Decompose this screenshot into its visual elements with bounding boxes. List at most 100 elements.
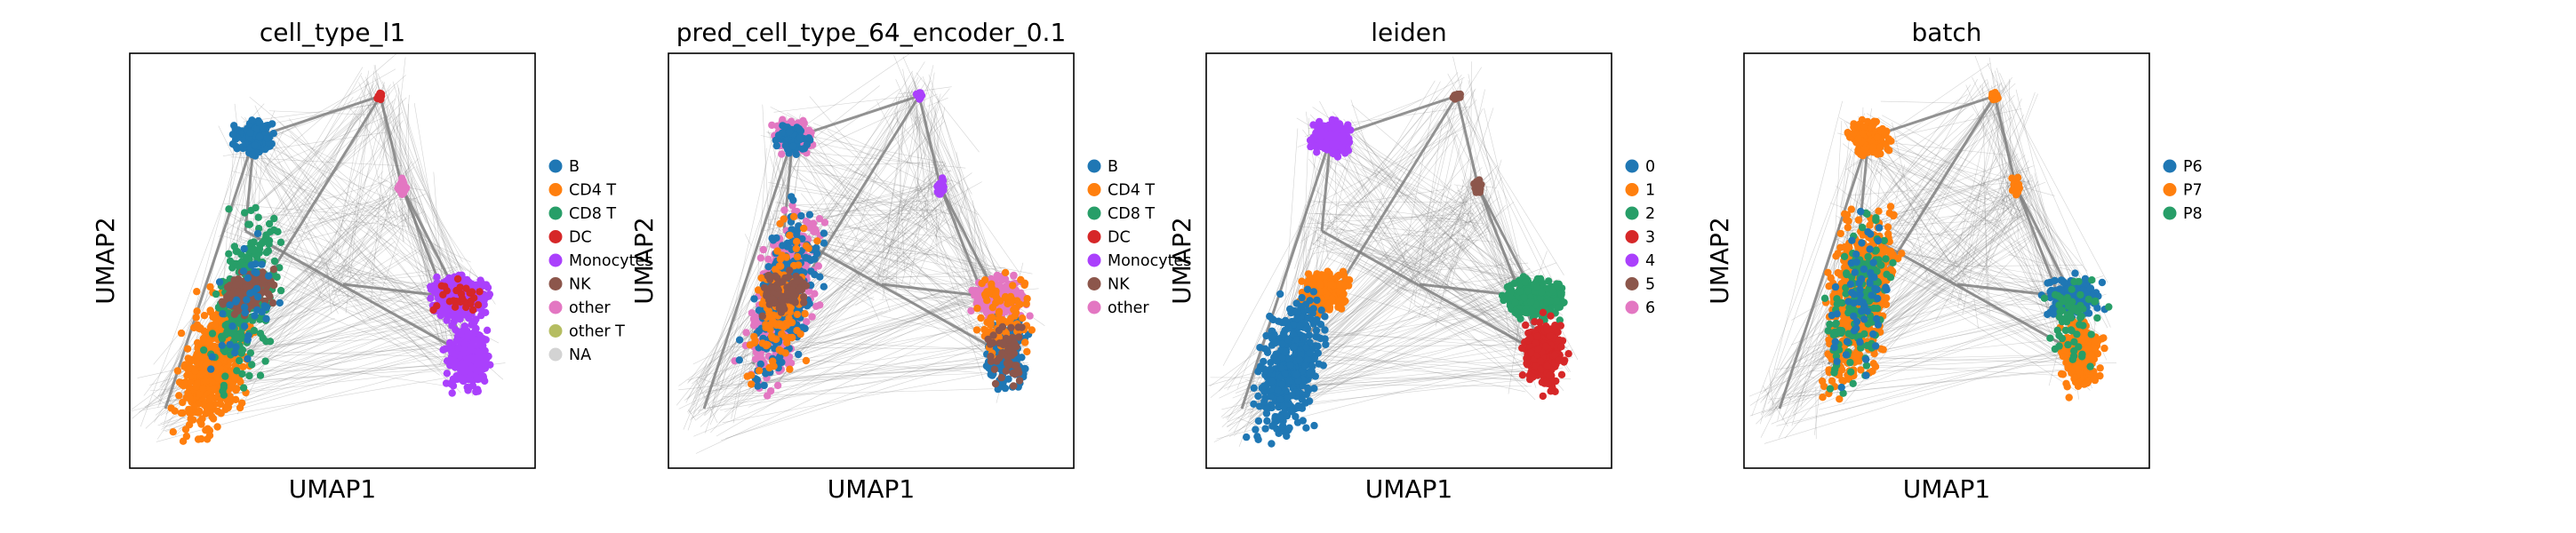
legend-marker xyxy=(548,230,563,243)
cell-point xyxy=(800,224,808,233)
panel-title: cell_type_l1 xyxy=(260,18,405,47)
cell-point xyxy=(793,226,802,235)
cell-point xyxy=(206,402,214,410)
edge xyxy=(218,339,462,376)
edge xyxy=(250,234,370,381)
legend-marker xyxy=(548,277,563,290)
cell-point xyxy=(243,296,251,304)
legend-label: DC xyxy=(1108,229,1131,247)
edge xyxy=(373,77,471,292)
cell-point xyxy=(1004,346,1012,354)
cell-point xyxy=(778,150,786,158)
cell-point xyxy=(460,349,468,357)
cell-point xyxy=(169,428,177,436)
cell-point xyxy=(1476,185,1484,193)
cell-point xyxy=(747,371,756,379)
cell-point xyxy=(814,262,822,270)
cell-point xyxy=(219,387,227,395)
cell-point xyxy=(788,333,796,342)
cell-point xyxy=(240,322,249,330)
edge xyxy=(252,170,401,269)
umap-panel-2: pred_cell_type_64_encoder_0.1UMAP1UMAP2B… xyxy=(629,18,1191,504)
cell-point xyxy=(248,116,256,124)
cell-point xyxy=(224,402,233,411)
edge xyxy=(380,123,398,220)
cell-point xyxy=(1323,133,1332,141)
legend-marker xyxy=(1087,253,1101,267)
cell-point xyxy=(463,275,471,284)
edge xyxy=(264,128,453,349)
cell-point xyxy=(1023,347,1031,356)
legend-marker xyxy=(1087,230,1101,243)
cell-point xyxy=(193,288,201,296)
edge xyxy=(140,140,246,427)
cell-point xyxy=(226,340,234,349)
cell-point xyxy=(376,91,385,99)
cell-point xyxy=(196,407,204,416)
cell-point xyxy=(820,239,828,247)
edge xyxy=(348,106,394,161)
edge xyxy=(205,367,464,384)
cell-point xyxy=(204,425,212,433)
cell-point xyxy=(233,145,241,153)
cell-point xyxy=(252,284,261,293)
cell-point xyxy=(442,379,451,387)
cell-point xyxy=(472,324,480,332)
cell-point xyxy=(1019,314,1027,322)
cell-point xyxy=(756,360,764,369)
edge xyxy=(408,193,427,203)
cell-point xyxy=(225,205,233,213)
cell-point xyxy=(254,213,262,221)
cell-point xyxy=(448,322,456,330)
cell-point xyxy=(265,272,273,280)
cell-point xyxy=(789,212,798,221)
cell-point xyxy=(984,335,992,344)
cell-point xyxy=(467,299,475,307)
legend-label: CD8 T xyxy=(1108,205,1155,223)
cell-point xyxy=(802,356,811,365)
cell-point xyxy=(248,150,257,159)
cell-point xyxy=(977,314,985,322)
cell-point xyxy=(992,298,1000,307)
cell-point xyxy=(195,352,203,361)
cell-point xyxy=(244,220,252,228)
cell-point xyxy=(230,310,239,318)
cell-point xyxy=(1021,338,1029,346)
edge xyxy=(245,154,476,355)
edge xyxy=(258,151,372,322)
x-axis-label: UMAP1 xyxy=(289,474,377,504)
cell-point xyxy=(239,267,248,275)
edge xyxy=(377,73,459,263)
legend-label: other xyxy=(569,299,611,317)
cell-point xyxy=(186,394,194,402)
legend-marker xyxy=(1087,183,1101,196)
legend-label: other T xyxy=(569,323,625,341)
cell-point xyxy=(213,407,222,416)
cell-point xyxy=(778,358,786,367)
cell-point xyxy=(804,255,812,263)
edge xyxy=(322,293,440,376)
cell-point xyxy=(1454,93,1462,101)
cell-point xyxy=(458,294,467,302)
edge xyxy=(433,171,449,364)
edge xyxy=(264,127,364,294)
cell-point xyxy=(225,250,233,258)
cell-point xyxy=(261,357,269,365)
cell-point xyxy=(192,314,200,322)
edge xyxy=(250,203,395,242)
edge xyxy=(250,83,369,358)
cell-point xyxy=(179,437,188,445)
cell-point xyxy=(206,306,214,314)
cell-point xyxy=(228,131,237,139)
cell-point xyxy=(1012,342,1020,351)
cell-point xyxy=(980,276,989,284)
cell-point xyxy=(993,271,1002,280)
cell-point xyxy=(793,310,802,319)
cell-point xyxy=(995,309,1003,318)
cell-point xyxy=(764,255,772,263)
cell-point xyxy=(193,307,201,315)
cell-point xyxy=(791,298,799,306)
cell-point xyxy=(973,304,981,313)
cell-point xyxy=(801,310,809,318)
edge xyxy=(337,274,433,284)
